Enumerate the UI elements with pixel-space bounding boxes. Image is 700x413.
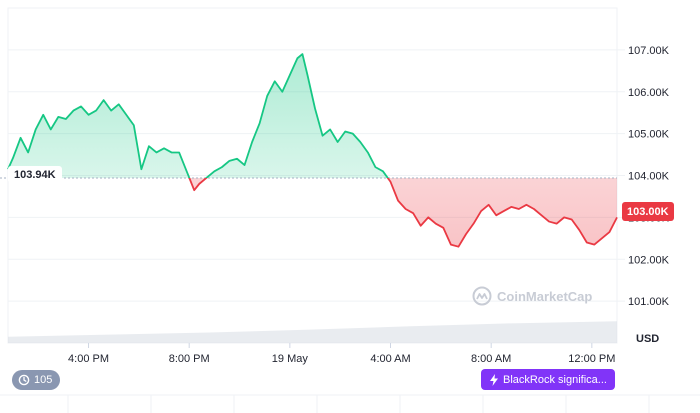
y-tick-label: 102.00K [628, 254, 670, 266]
x-tick-label: 8:00 AM [471, 353, 511, 365]
y-tick-label: 107.00K [628, 45, 670, 57]
events-count: 105 [34, 374, 53, 386]
y-tick-label: 106.00K [628, 87, 670, 99]
lightning-icon [490, 373, 498, 386]
y-tick-label: 105.00K [628, 129, 670, 141]
volume-area [8, 321, 617, 343]
price-area-above [8, 54, 617, 179]
history-icon [18, 374, 30, 386]
x-tick-label: 4:00 PM [68, 353, 109, 365]
x-tick-label: 12:00 PM [568, 353, 615, 365]
price-line-below [188, 178, 618, 248]
currency-label: USD [636, 333, 660, 345]
events-badge[interactable]: 105 [12, 370, 61, 390]
price-line-above [7, 53, 389, 179]
y-axis-ticks: 101.00K 102.00K 103.00K 104.00K 105.00K 106.0… [628, 45, 670, 308]
price-line [7, 53, 618, 248]
price-area-below [189, 178, 617, 247]
x-tick-label: 19 May [272, 353, 309, 365]
news-badge[interactable]: BlackRock significa... [481, 369, 615, 390]
news-headline: BlackRock significa... [503, 373, 607, 386]
current-price-label: 103.00K [627, 205, 669, 218]
reference-price-label: 103.94K [14, 168, 56, 181]
volume-area-fill [8, 321, 617, 343]
x-axis-ticks: 4:00 PM 8:00 PM 19 May 4:00 AM 8:00 AM 12:00 … [68, 353, 615, 365]
current-price-badge: 103.00K [622, 202, 674, 221]
watermark-brand-text: CoinMarketCap [497, 288, 593, 304]
reference-price-badge: 103.94K [8, 166, 62, 183]
y-tick-label: 101.00K [628, 296, 670, 308]
x-tick-label: 4:00 AM [370, 353, 410, 365]
price-area [8, 54, 617, 247]
coinmarketcap-watermark: CoinMarketCap [472, 286, 592, 306]
x-tick-label: 8:00 PM [169, 353, 210, 365]
coinmarketcap-logo-icon [472, 286, 492, 306]
y-tick-label: 104.00K [628, 171, 670, 183]
